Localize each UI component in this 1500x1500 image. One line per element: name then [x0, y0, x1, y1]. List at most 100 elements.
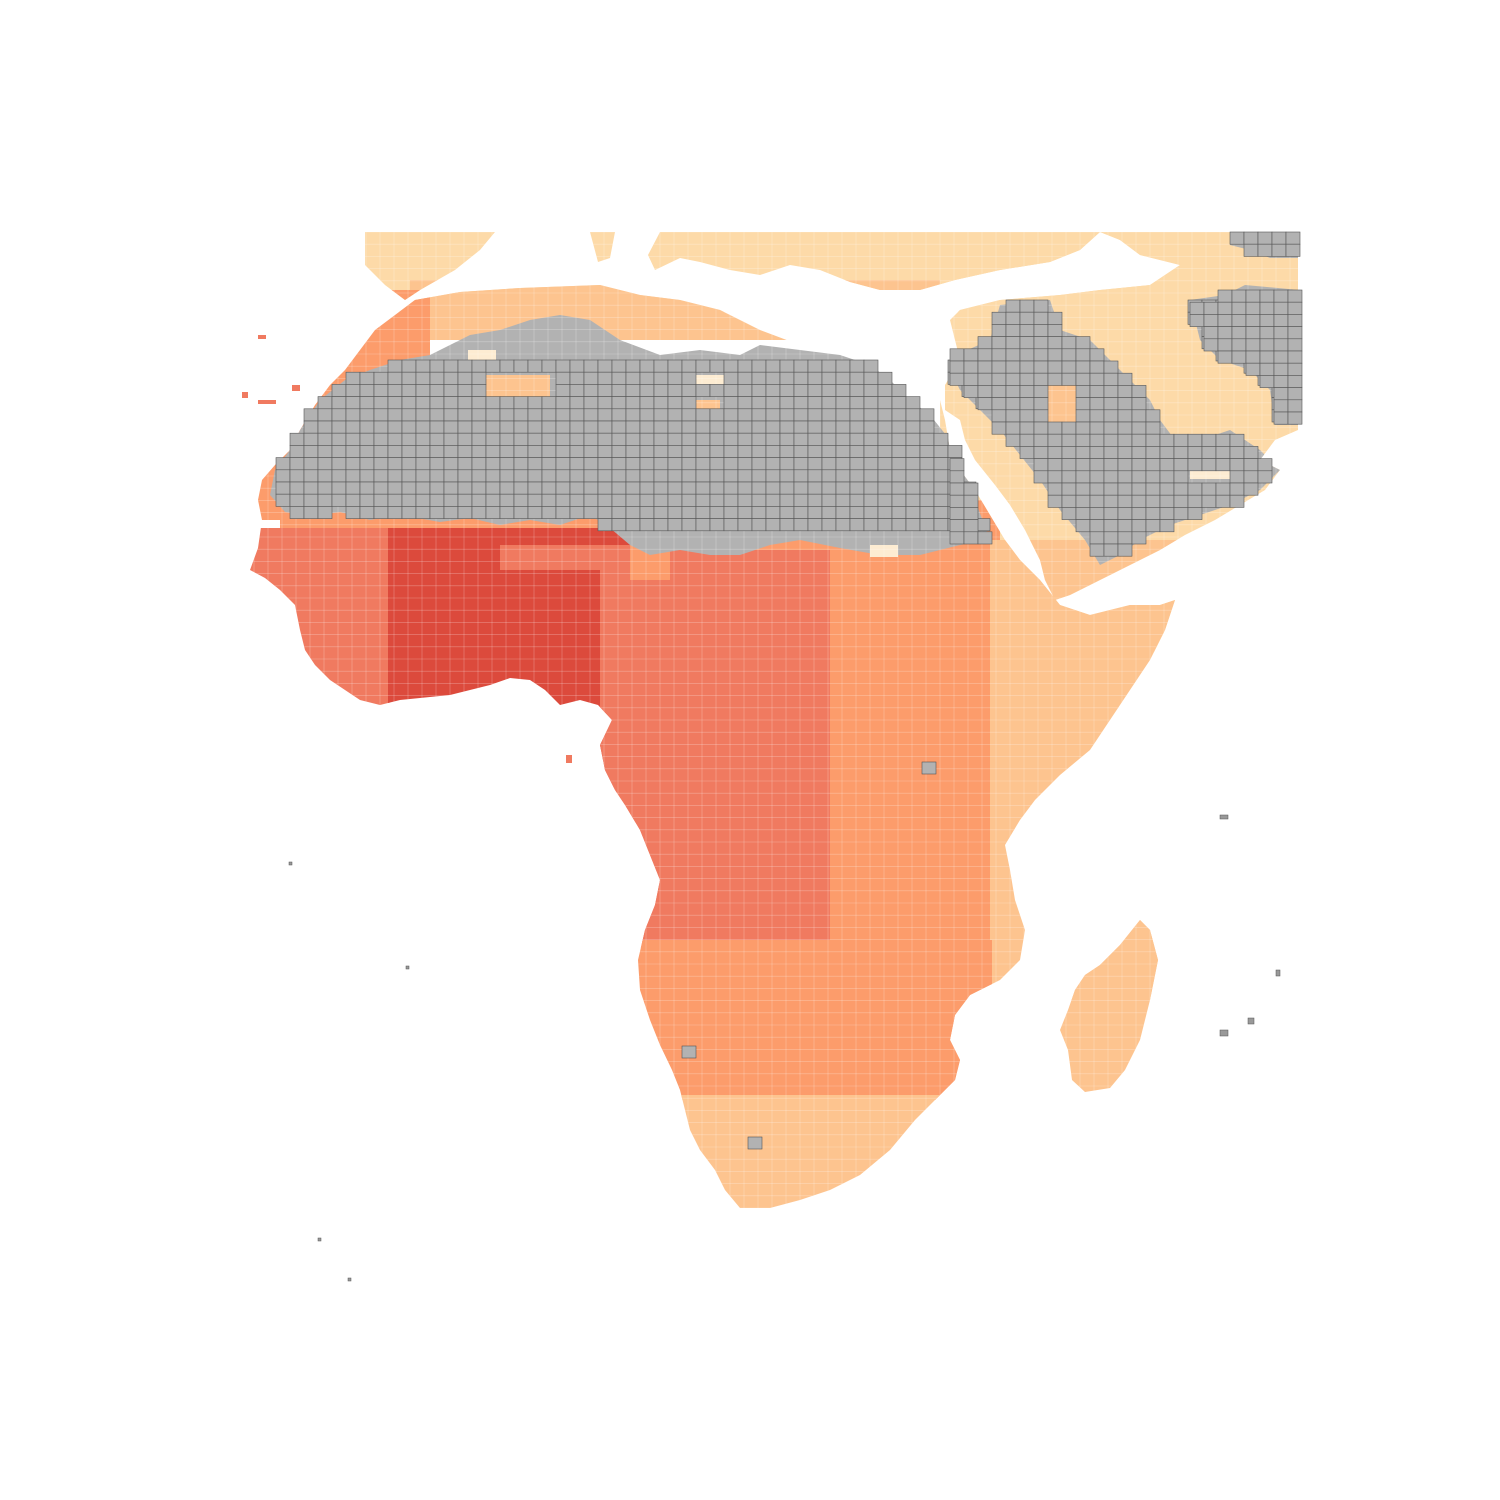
no-data-cell [1103, 421, 1119, 435]
no-data-cell [1117, 494, 1133, 508]
no-data-cell [949, 482, 965, 496]
no-data-cell [583, 457, 599, 471]
no-data-cell [527, 469, 543, 483]
no-data-cell [821, 420, 837, 434]
no-data-cell [583, 384, 599, 397]
no-data-cell [471, 493, 487, 507]
no-data-cell [949, 470, 965, 484]
no-data-cell [429, 457, 445, 471]
no-data-cell [471, 371, 487, 385]
no-data-cell [737, 457, 753, 471]
no-data-cell [751, 493, 767, 507]
no-data-cell [1287, 301, 1303, 315]
no-data-cell [905, 396, 921, 410]
no-data-cell [667, 445, 683, 458]
no-data-cell [1033, 348, 1049, 362]
no-data-cell [1201, 446, 1217, 459]
no-data-cell [681, 432, 697, 446]
no-data-cell [541, 457, 557, 471]
no-data-cell [921, 761, 937, 775]
no-data-cell [625, 420, 641, 434]
no-data-cell [949, 531, 965, 545]
no-data-cell [331, 493, 347, 507]
no-data-cell [359, 371, 375, 385]
no-data-cell [1245, 289, 1261, 303]
no-data-cell [1187, 507, 1203, 520]
no-data-cell [1273, 387, 1289, 401]
no-data-cell [1231, 338, 1247, 352]
no-data-cell [387, 408, 403, 422]
no-data-cell [849, 408, 865, 422]
no-data-cell [331, 384, 347, 397]
no-data-cell [1117, 433, 1133, 447]
no-data-cell [541, 359, 557, 373]
no-data-cell [569, 481, 585, 495]
no-data-cell [793, 481, 809, 495]
no-data-cell [905, 432, 921, 446]
no-data-cell [1047, 348, 1063, 362]
no-data-cell [1131, 519, 1147, 533]
no-data-cell [1217, 326, 1233, 340]
no-data-cell [373, 506, 389, 519]
no-data-cell [1257, 231, 1273, 245]
no-data-cell [1089, 397, 1105, 411]
no-data-cell [583, 506, 599, 519]
no-data-cell [303, 469, 319, 483]
no-data-cell [891, 518, 907, 532]
no-data-cell [863, 481, 879, 495]
no-data-cell [401, 506, 417, 519]
no-data-cell [1089, 458, 1105, 472]
no-data-cell [331, 457, 347, 471]
no-data-cell [793, 408, 809, 422]
no-data-cell [611, 518, 627, 532]
no-data-cell [471, 445, 487, 458]
no-data-cell [499, 359, 515, 373]
no-data-cell [1173, 458, 1189, 472]
no-data-cell [303, 481, 319, 495]
no-data-cell [849, 371, 865, 385]
no-data-cell [1273, 289, 1289, 303]
no-data-cell [877, 506, 893, 519]
no-data-cell [977, 372, 993, 386]
no-data-cell [625, 408, 641, 422]
no-data-cell [1243, 482, 1259, 496]
no-data-cell [527, 481, 543, 495]
no-data-cell [667, 506, 683, 519]
no-data-cell [1259, 289, 1275, 303]
no-data-cell [583, 432, 599, 446]
no-data-cell [751, 371, 767, 385]
no-data-cell [1019, 397, 1035, 411]
no-data-cell [821, 457, 837, 471]
no-data-cell [569, 408, 585, 422]
no-data-cell [303, 493, 319, 507]
no-data-cell [667, 457, 683, 471]
no-data-cell [611, 506, 627, 519]
no-data-cell [485, 359, 501, 373]
no-data-cell [1243, 470, 1259, 484]
no-data-cell [765, 384, 781, 397]
no-data-cell [905, 445, 921, 458]
no-data-cell [429, 408, 445, 422]
no-data-cell [1243, 243, 1259, 257]
no-data-cell [485, 408, 501, 422]
no-data-cell [891, 420, 907, 434]
no-data-cell [695, 506, 711, 519]
no-data-cell [345, 408, 361, 422]
no-data-cell [429, 384, 445, 397]
no-data-cell [1047, 494, 1063, 508]
no-data-cell [949, 348, 965, 362]
no-data-cell [695, 432, 711, 446]
no-data-cell [583, 481, 599, 495]
no-data-cell [527, 493, 543, 507]
no-data-cell [1273, 362, 1289, 376]
no-data-cell [737, 420, 753, 434]
no-data-cell [1189, 314, 1205, 327]
no-data-cell [611, 408, 627, 422]
no-data-cell [947, 445, 963, 458]
no-data-cell [317, 445, 333, 458]
no-data-cell [765, 396, 781, 410]
no-data-cell [1131, 385, 1147, 398]
no-data-cell [821, 481, 837, 495]
no-data-cell [835, 420, 851, 434]
no-data-cell [1033, 421, 1049, 435]
